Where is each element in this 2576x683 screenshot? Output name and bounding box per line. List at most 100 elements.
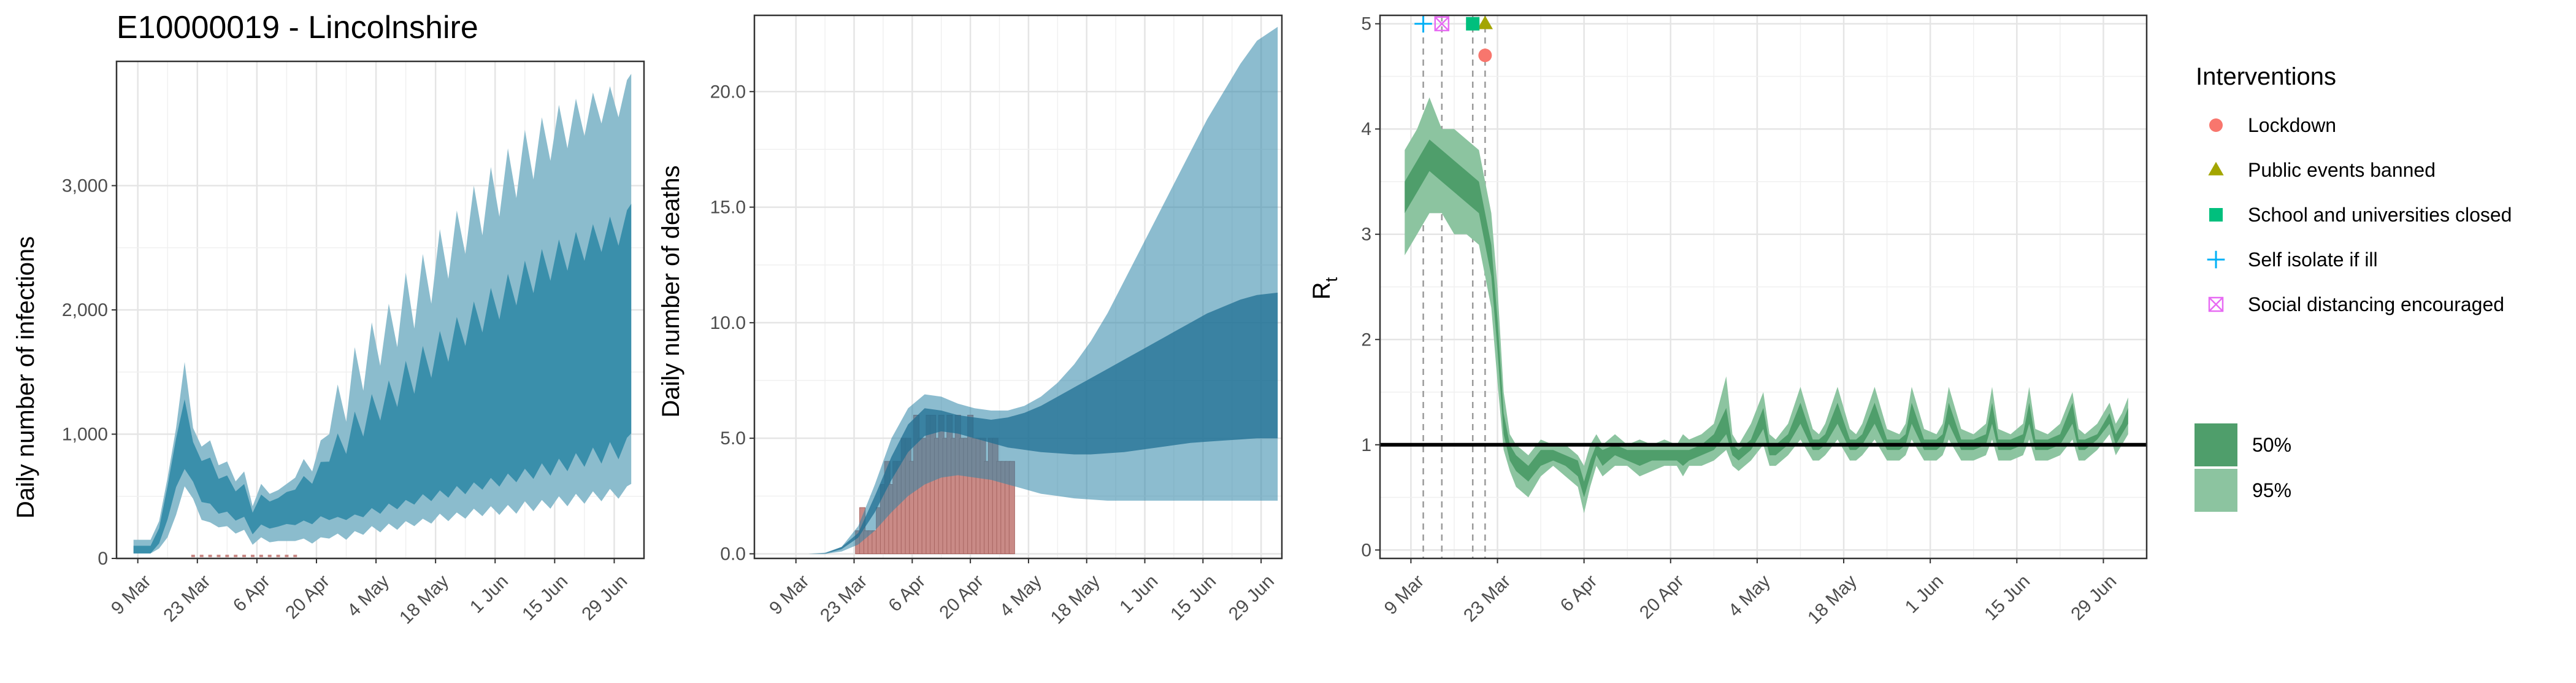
ci50-band <box>133 204 632 554</box>
rt-y-axis-title: Rt <box>1308 277 1341 299</box>
y-tick-label: 0 <box>98 549 108 569</box>
x-tick-label: 20 Apr <box>1636 571 1688 623</box>
x-tick-label: 1 Jun <box>1901 571 1947 617</box>
rt-plot-background <box>1380 15 2147 558</box>
deaths-panel: 9 Mar 23 Mar 6 Apr 20 Apr 4 May 18 May 1 Jun 15… <box>657 14 1283 628</box>
x-tick-label: 18 May <box>1804 571 1861 628</box>
legend-ci-items: 50% 95% <box>2195 423 2291 512</box>
x-tick-label: 29 Jun <box>1225 571 1278 625</box>
y-tick-label: 1 <box>1361 435 1371 455</box>
deaths-data-layer <box>791 26 1278 554</box>
x-tick-label: 15 Jun <box>518 571 572 625</box>
legend-title: Interventions <box>2196 63 2336 90</box>
legend-marker <box>2209 208 2223 222</box>
x-tick-label: 20 Apr <box>935 571 987 623</box>
y-tick-label: 3,000 <box>62 176 108 196</box>
reported-cases-bar <box>208 554 212 557</box>
legend-marker <box>2208 161 2224 176</box>
legend-marker <box>2209 118 2223 132</box>
rt-panel: 9 Mar 23 Mar 6 Apr 20 Apr 4 May 18 May 1 Jun 15… <box>1308 14 2148 628</box>
y-tick-label: 2,000 <box>62 300 108 320</box>
x-tick-label: 4 May <box>1725 571 1774 621</box>
legend-label: Self isolate if ill <box>2248 249 2378 271</box>
deaths-panel-frame <box>753 14 1283 560</box>
intervention-marker <box>1414 15 1432 33</box>
y-tick-label: 0.0 <box>720 544 746 564</box>
rt-x-axis: 9 Mar 23 Mar 6 Apr 20 Apr 4 May 18 May 1 Jun 15… <box>1381 558 2120 628</box>
x-tick-label: 18 May <box>1047 571 1104 628</box>
rt-data-layer <box>1380 15 2147 558</box>
intervention-marker <box>1434 16 1450 31</box>
intervention-marker <box>1478 48 1492 63</box>
infections-y-axis-title: Daily number of infections <box>12 236 39 519</box>
x-tick-label: 29 Jun <box>2067 571 2120 625</box>
reported-cases-bar <box>276 554 280 557</box>
legend-ci-swatch <box>2195 423 2237 466</box>
deaths-y-axis: 0.0 5.0 10.0 15.0 20.0 <box>710 82 754 564</box>
y-tick-label: 5.0 <box>720 428 746 449</box>
legend-ci-label: 95% <box>2252 479 2291 501</box>
x-tick-label: 4 May <box>996 571 1046 621</box>
deaths-x-axis: 9 Mar 23 Mar 6 Apr 20 Apr 4 May 18 May 1 Jun 15… <box>765 558 1278 628</box>
reported-cases-bar <box>259 554 263 557</box>
reported-cases-bar <box>191 554 195 557</box>
x-tick-label: 9 Mar <box>1381 571 1428 619</box>
rt-y-axis-title-subscript: t <box>1322 277 1341 282</box>
legend-marker <box>2207 250 2225 269</box>
x-tick-label: 9 Mar <box>765 571 813 619</box>
rt-y-axis: 0 1 2 3 4 5 <box>1361 14 1380 560</box>
rt-y-axis-title-main: R <box>1308 282 1335 299</box>
legend-ci-swatch <box>2195 469 2237 512</box>
x-tick-label: 18 May <box>396 571 453 628</box>
infections-x-axis: 9 Mar 23 Mar 6 Apr 20 Apr 4 May 18 May 1 Jun 15… <box>107 558 631 628</box>
x-tick-label: 6 Apr <box>1557 571 1601 616</box>
x-tick-label: 1 Jun <box>466 571 512 617</box>
ci95-band <box>1405 97 2128 514</box>
y-tick-label: 2 <box>1361 330 1371 350</box>
y-tick-label: 10.0 <box>710 313 746 333</box>
legend-label: Public events banned <box>2248 159 2436 181</box>
x-tick-label: 23 Mar <box>816 571 871 626</box>
deaths-y-axis-title: Daily number of deaths <box>657 165 684 417</box>
panel-border <box>753 14 1283 560</box>
reported-cases-bar <box>199 554 204 557</box>
x-tick-label: 23 Mar <box>1460 571 1514 626</box>
reported-cases-bar <box>225 554 229 557</box>
y-tick-label: 1,000 <box>62 425 108 445</box>
x-tick-label: 6 Apr <box>229 571 274 616</box>
reported-cases-bar <box>250 554 255 557</box>
x-tick-label: 9 Mar <box>107 571 155 619</box>
x-tick-label: 29 Jun <box>578 571 631 625</box>
y-tick-label: 20.0 <box>710 82 746 102</box>
chart-title: E10000019 - Lincolnshire <box>117 10 478 45</box>
legend-label: Lockdown <box>2248 114 2336 136</box>
reported-cases-bar <box>234 554 238 557</box>
legend-marker <box>2208 296 2224 312</box>
y-tick-label: 5 <box>1361 14 1371 34</box>
reported-cases-bar <box>217 554 221 557</box>
reported-cases-bar <box>293 554 297 557</box>
x-tick-label: 15 Jun <box>1980 571 2034 625</box>
infections-panel: 9 Mar 23 Mar 6 Apr 20 Apr 4 May 18 May 1 Jun 15… <box>12 60 645 628</box>
x-tick-label: 4 May <box>343 571 393 621</box>
intervention-marker <box>1466 17 1480 31</box>
x-tick-label: 6 Apr <box>884 571 929 616</box>
infections-data-layer <box>133 74 632 557</box>
reported-cases-bar <box>267 554 272 557</box>
legend-label: School and universities closed <box>2248 204 2512 226</box>
x-tick-label: 1 Jun <box>1116 571 1162 617</box>
infections-y-axis: 0 1,000 2,000 3,000 <box>62 176 117 569</box>
y-tick-label: 3 <box>1361 225 1371 245</box>
panel-border <box>1379 14 2148 560</box>
x-tick-label: 20 Apr <box>282 571 334 623</box>
y-tick-label: 4 <box>1361 119 1371 139</box>
rt-panel-frame <box>1379 14 2148 560</box>
reported-cases-bar <box>242 554 247 557</box>
intervention-marker <box>1477 15 1493 29</box>
y-tick-label: 0 <box>1361 540 1371 560</box>
legend-intervention-items: Lockdown Public events banned School and u… <box>2207 114 2512 315</box>
y-tick-label: 15.0 <box>710 198 746 218</box>
x-tick-label: 15 Jun <box>1167 571 1220 625</box>
legend-label: Social distancing encouraged <box>2248 293 2504 315</box>
legend: Interventions Lockdown Public events bann… <box>2195 63 2512 512</box>
